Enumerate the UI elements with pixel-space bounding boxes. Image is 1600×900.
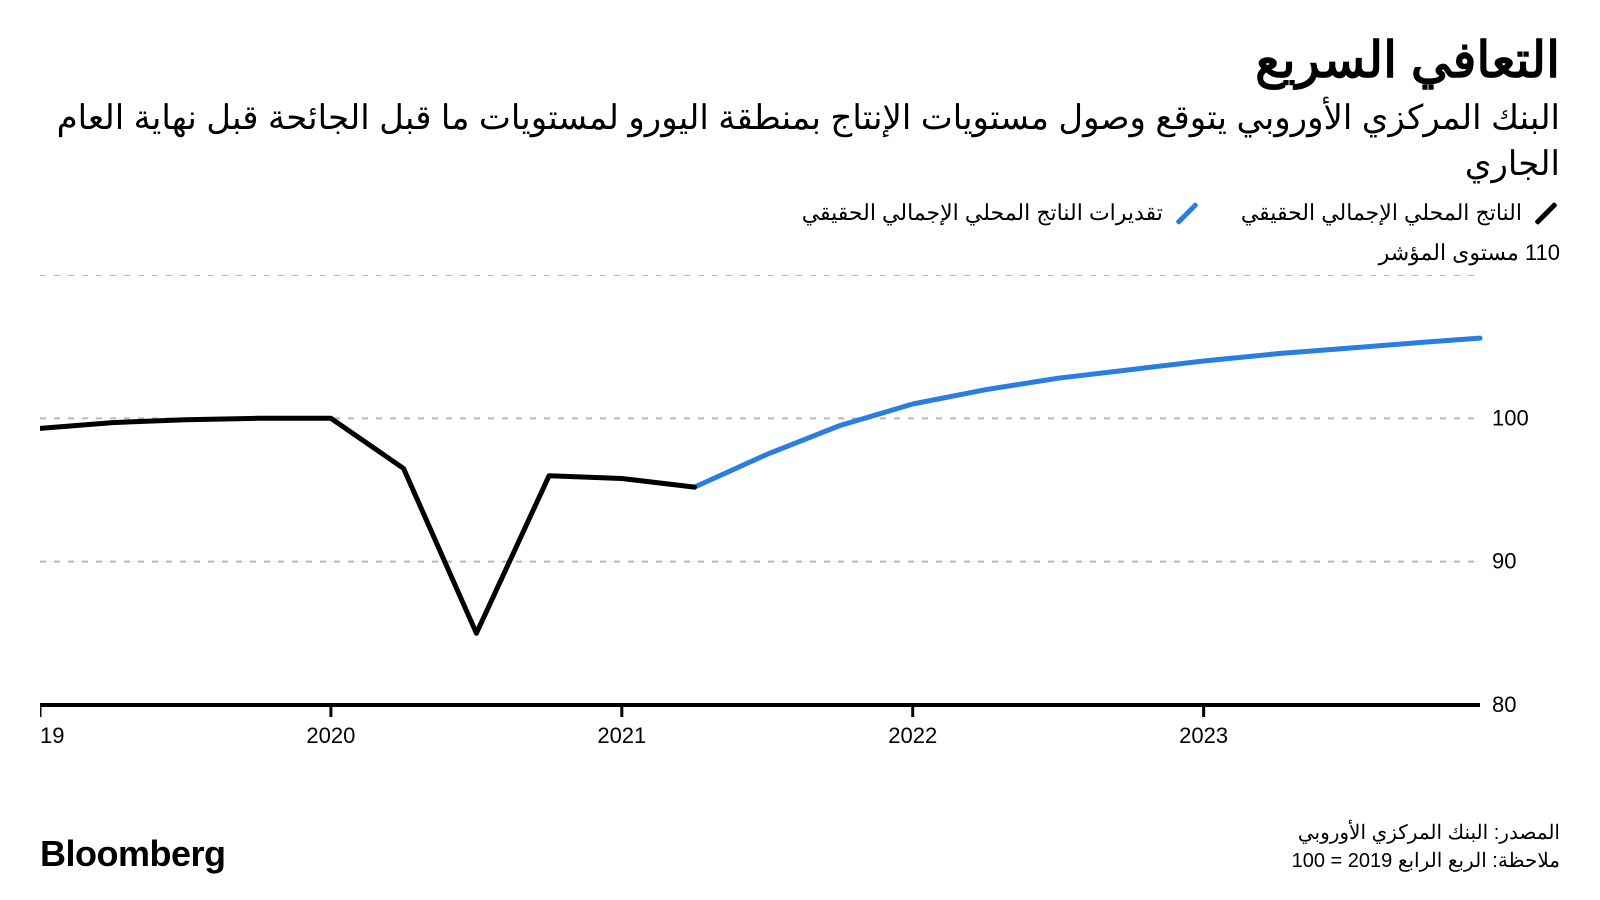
svg-text:90: 90	[1492, 549, 1516, 574]
chart-area: 80 90 100 2019 2020 2021 2022 2023	[40, 275, 1560, 755]
legend-swatch-projection	[1175, 201, 1198, 224]
svg-text:80: 80	[1492, 692, 1516, 717]
chart-title: التعافي السريع	[40, 30, 1560, 90]
chart-svg: 80 90 100 2019 2020 2021 2022 2023	[40, 275, 1560, 755]
chart-subtitle: البنك المركزي الأوروبي يتوقع وصول مستويا…	[40, 96, 1560, 188]
legend: الناتج المحلي الإجمالي الحقيقي تقديرات ا…	[802, 200, 1560, 226]
legend-swatch-actual	[1534, 201, 1557, 224]
footer: Bloomberg المصدر: البنك المركزي الأوروبي…	[40, 819, 1560, 875]
svg-text:2019: 2019	[40, 723, 64, 748]
source-text: المصدر: البنك المركزي الأوروبي	[1292, 819, 1560, 847]
y-axis-label: 110 مستوى المؤشر	[1379, 240, 1560, 266]
svg-text:2023: 2023	[1179, 723, 1228, 748]
legend-item-actual: الناتج المحلي الإجمالي الحقيقي	[1241, 200, 1560, 226]
brand-logo: Bloomberg	[40, 833, 226, 875]
legend-label-projection: تقديرات الناتج المحلي الإجمالي الحقيقي	[802, 200, 1163, 226]
footer-notes: المصدر: البنك المركزي الأوروبي ملاحظة: ا…	[1292, 819, 1560, 875]
svg-text:2020: 2020	[306, 723, 355, 748]
legend-label-actual: الناتج المحلي الإجمالي الحقيقي	[1241, 200, 1522, 226]
svg-text:2022: 2022	[888, 723, 937, 748]
note-text: ملاحظة: الربع الرابع 2019 = 100	[1292, 847, 1560, 875]
svg-text:100: 100	[1492, 405, 1529, 430]
chart-header: التعافي السريع البنك المركزي الأوروبي يت…	[40, 30, 1560, 188]
legend-item-projection: تقديرات الناتج المحلي الإجمالي الحقيقي	[802, 200, 1201, 226]
svg-text:2021: 2021	[597, 723, 646, 748]
